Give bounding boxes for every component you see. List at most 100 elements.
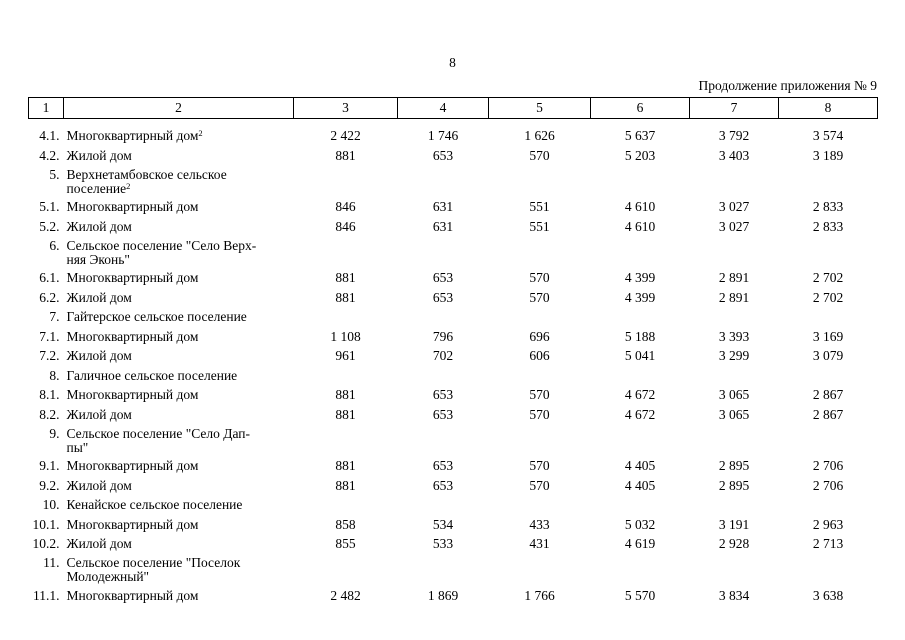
name-line: Верхнетамбовское сельское bbox=[66, 166, 294, 182]
row-number-cell: 7.2. bbox=[39, 348, 60, 364]
name-line: Жилой дом bbox=[67, 407, 294, 422]
name-line: Сельское поселение "Поселок bbox=[67, 556, 294, 570]
name-text: Жилой дом bbox=[66, 147, 132, 163]
value-cell: 570 bbox=[529, 477, 550, 493]
row-name-cell: Сельское поселение "Село Дап-пы" bbox=[64, 425, 294, 457]
value-cell: 1 108 bbox=[330, 328, 361, 344]
value-cell: 570 bbox=[529, 289, 550, 305]
value-cell bbox=[294, 425, 398, 457]
value-cell bbox=[398, 308, 489, 328]
name-line: Жилой дом bbox=[66, 218, 294, 234]
value-cell: 881 bbox=[335, 458, 356, 474]
column-header: 7 bbox=[689, 97, 779, 119]
value-cell: 858 bbox=[335, 516, 356, 532]
value-cell: 570 bbox=[529, 270, 550, 286]
value-cell bbox=[294, 237, 398, 269]
name-text: Многоквартирный дом bbox=[66, 270, 199, 286]
table-row: 8.2. Жилой дом 881 653 570 4 672 3 065 2 867 bbox=[29, 405, 878, 425]
value-cell: 2 713 bbox=[812, 536, 844, 552]
row-number-cell: 4.1. bbox=[39, 128, 60, 144]
table-row: 10. Кенайское сельское поселение bbox=[29, 496, 878, 516]
value-cell: 796 bbox=[432, 328, 454, 344]
value-cell: 433 bbox=[529, 516, 550, 532]
value-cell: 846 bbox=[335, 199, 356, 215]
row-name-cell: Жилой дом bbox=[64, 535, 294, 555]
value-cell: 653 bbox=[432, 406, 454, 422]
table-row: 9.2. Жилой дом 881 653 570 4 405 2 895 2 706 bbox=[29, 476, 878, 496]
name-line: Кенайское сельское поселение bbox=[67, 498, 294, 512]
value-cell: 2 895 bbox=[718, 458, 750, 474]
value-cell: 1 746 bbox=[427, 128, 459, 144]
value-cell: 961 bbox=[335, 348, 356, 364]
value-cell: 4 672 bbox=[624, 387, 656, 403]
value-cell: 3 638 bbox=[812, 587, 844, 603]
name-text: Сельское поселение "Поселок bbox=[66, 555, 241, 570]
column-header: 1 bbox=[28, 97, 64, 119]
value-cell: 653 bbox=[432, 458, 454, 474]
value-cell: 570 bbox=[529, 458, 550, 474]
value-cell: 855 bbox=[335, 536, 356, 552]
value-cell: 2 895 bbox=[718, 477, 750, 493]
table-row: 9.1. Многоквартирный дом 881 653 570 4 405 2 8… bbox=[29, 457, 878, 477]
name-text: Многоквартирный дом bbox=[66, 458, 199, 474]
row-number-cell: 6. bbox=[49, 237, 60, 253]
table-row: 8. Галичное сельское поселение bbox=[29, 366, 878, 386]
row-number-cell: 10.2. bbox=[32, 536, 60, 552]
row-number-cell: 5.2. bbox=[39, 218, 60, 234]
value-cell: 534 bbox=[432, 516, 454, 532]
value-cell: 653 bbox=[432, 477, 454, 493]
value-cell: 1 869 bbox=[427, 587, 459, 603]
table-row: 6.2. Жилой дом 881 653 570 4 399 2 891 2 702 bbox=[29, 288, 878, 308]
value-cell bbox=[489, 237, 591, 269]
value-cell: 3 189 bbox=[812, 147, 844, 163]
row-name-cell: Гайтерское сельское поселение bbox=[64, 308, 294, 328]
name-text: Многоквартирный дом bbox=[66, 328, 199, 344]
name-text: Кенайское сельское поселение bbox=[66, 497, 243, 513]
name-text: Галичное сельское поселение bbox=[66, 367, 238, 383]
name-text: няя Эконь" bbox=[66, 251, 130, 267]
value-cell: 3 065 bbox=[718, 406, 750, 422]
table-row: 11.1. Многоквартирный дом 2 482 1 869 1 766 5… bbox=[29, 586, 878, 606]
name-text: Жилой дом bbox=[66, 218, 132, 234]
column-header: 2 bbox=[63, 97, 294, 119]
value-cell: 881 bbox=[335, 270, 356, 286]
value-cell: 653 bbox=[432, 387, 454, 403]
footnote-marker: 2 bbox=[126, 180, 131, 191]
row-name-cell: Многоквартирный дом bbox=[64, 327, 294, 347]
table-row: 11. Сельское поселение "Поселок Молодежный… bbox=[29, 554, 878, 586]
value-cell: 881 bbox=[335, 147, 356, 163]
table-row: 8.1. Многоквартирный дом 881 653 570 4 672 3 0… bbox=[29, 386, 878, 406]
value-cell: 2 706 bbox=[812, 458, 844, 474]
name-line: Молодежный" bbox=[67, 570, 294, 584]
value-cell: 5 188 bbox=[624, 328, 656, 344]
value-cell: 631 bbox=[432, 218, 454, 234]
table-row: 7. Гайтерское сельское поселение bbox=[29, 308, 878, 328]
value-cell: 2 706 bbox=[812, 477, 844, 493]
name-text: пы" bbox=[66, 439, 89, 455]
name-line: Многоквартирный дом bbox=[67, 200, 294, 214]
value-cell bbox=[398, 166, 489, 198]
value-cell bbox=[294, 366, 398, 386]
column-header: 4 bbox=[397, 97, 489, 119]
name-line: Жилой дом bbox=[66, 477, 294, 493]
value-cell bbox=[489, 425, 591, 457]
row-name-cell: Многоквартирный дом bbox=[64, 198, 294, 218]
value-cell bbox=[690, 166, 779, 198]
value-cell: 653 bbox=[432, 147, 454, 163]
value-cell: 2 891 bbox=[718, 270, 750, 286]
value-cell bbox=[690, 366, 779, 386]
table-row: 5.2. Жилой дом 846 631 551 4 610 3 027 2 833 bbox=[29, 217, 878, 237]
row-number-cell: 8.2. bbox=[39, 406, 60, 422]
name-text: Верхнетамбовское сельское bbox=[66, 166, 227, 182]
value-cell bbox=[591, 308, 690, 328]
value-cell bbox=[591, 166, 690, 198]
value-cell bbox=[690, 554, 779, 586]
name-text: Жилой дом bbox=[66, 477, 132, 493]
table-body: 4.1. Многоквартирный дом2 2 422 1 746 1 626 5… bbox=[29, 119, 878, 606]
row-name-cell: Многоквартирный дом2 bbox=[64, 119, 294, 147]
value-cell: 2 833 bbox=[812, 199, 844, 215]
value-cell: 3 027 bbox=[718, 199, 750, 215]
value-cell bbox=[690, 425, 779, 457]
